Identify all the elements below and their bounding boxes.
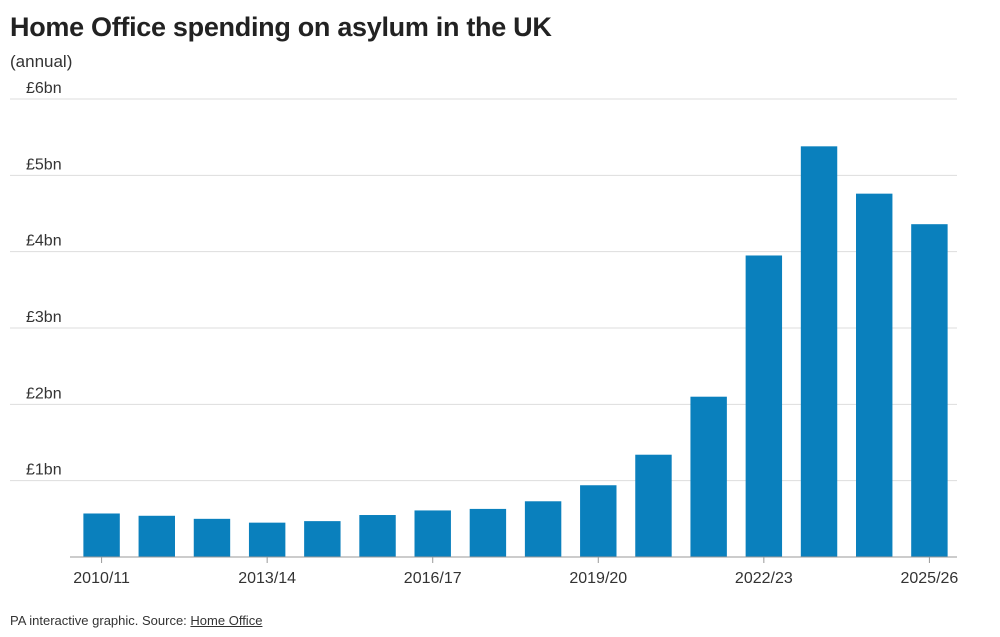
x-axis bbox=[70, 556, 957, 563]
bar bbox=[524, 501, 562, 557]
bar bbox=[304, 521, 341, 557]
bar bbox=[469, 508, 507, 557]
y-tick-label: £2bn bbox=[26, 385, 62, 402]
footer-credit: PA interactive graphic. Source: bbox=[10, 613, 191, 628]
x-tick-label: 2025/26 bbox=[900, 570, 958, 587]
y-tick-label: £5bn bbox=[26, 156, 62, 173]
bar bbox=[414, 510, 451, 557]
x-tick-label: 2022/23 bbox=[735, 570, 793, 587]
bar bbox=[856, 193, 893, 558]
bar bbox=[745, 255, 783, 557]
bar bbox=[359, 515, 396, 557]
x-tick-label: 2013/14 bbox=[238, 570, 296, 587]
y-tick-label: £3bn bbox=[26, 309, 62, 326]
bar bbox=[911, 224, 948, 558]
footer: PA interactive graphic. Source: Home Off… bbox=[10, 613, 262, 628]
tick-labels: £1bn £2bn £3bn £4bn £5bn £6bn 2010/11 2013/14 20… bbox=[26, 80, 958, 587]
bar bbox=[138, 515, 175, 557]
y-tick-label: £4bn bbox=[26, 233, 62, 250]
source-link[interactable]: Home Office bbox=[190, 613, 263, 628]
x-tick-label: 2016/17 bbox=[404, 570, 462, 587]
bar bbox=[690, 396, 727, 557]
x-tick-label: 2010/11 bbox=[73, 570, 130, 587]
bar bbox=[193, 518, 231, 557]
y-tick-label: £6bn bbox=[26, 80, 62, 97]
y-tick-label: £1bn bbox=[26, 462, 62, 479]
bar bbox=[800, 146, 838, 557]
x-tick-label: 2019/20 bbox=[569, 570, 627, 587]
bars bbox=[83, 146, 948, 558]
gridlines bbox=[10, 98, 957, 482]
chart-title: Home Office spending on asylum in the UK bbox=[10, 12, 552, 42]
bar bbox=[248, 522, 286, 557]
bar bbox=[83, 513, 120, 557]
bar bbox=[635, 454, 672, 557]
bar bbox=[580, 485, 617, 557]
chart-subtitle: (annual) bbox=[10, 52, 73, 71]
